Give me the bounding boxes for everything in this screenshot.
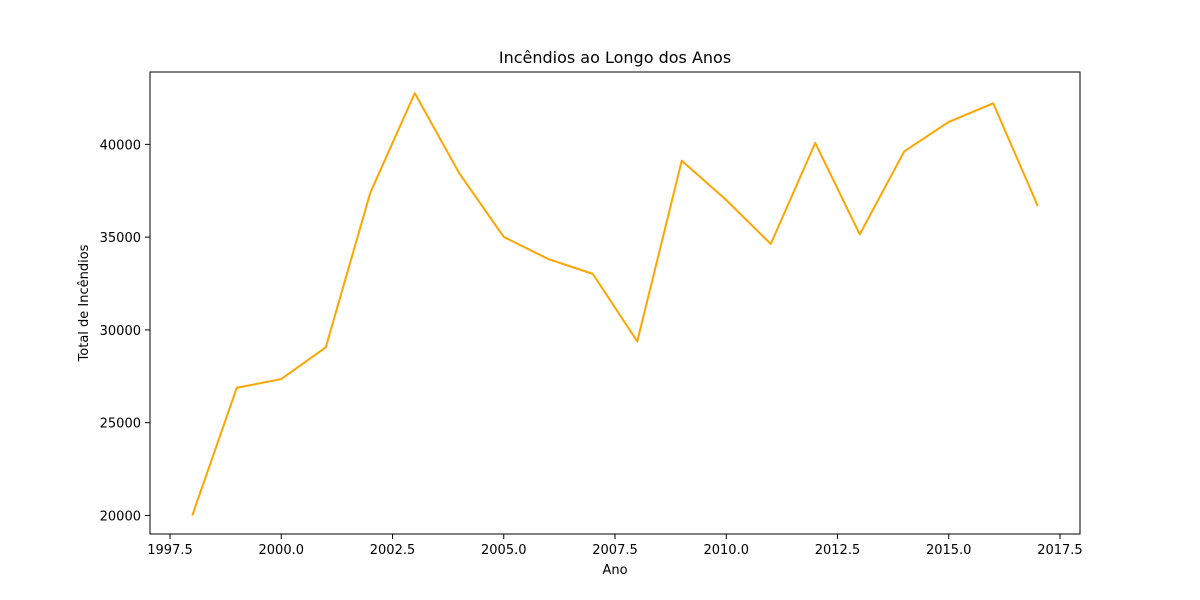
x-axis-title: Ano (602, 563, 627, 578)
x-tick-label: 2005.0 (481, 543, 527, 558)
x-tick-label: 2002.5 (370, 543, 416, 558)
x-tick-label: 2015.0 (926, 543, 972, 558)
x-tick-label: 2017.5 (1037, 543, 1083, 558)
y-tick-label: 35000 (100, 231, 141, 246)
y-tick-label: 30000 (100, 324, 141, 339)
y-tick-label: 25000 (100, 417, 141, 432)
chart-title: Incêndios ao Longo dos Anos (499, 48, 731, 67)
y-axis-title: Total de Incêndios (77, 244, 92, 362)
x-tick-label: 2000.0 (259, 543, 305, 558)
y-tick-label: 40000 (100, 138, 141, 153)
x-tick-label: 2012.5 (815, 543, 861, 558)
x-tick-label: 2007.5 (592, 543, 638, 558)
x-axis-ticks: 1997.5 2000.0 2002.5 2005.0 2007.5 2010.0 2012… (147, 534, 1083, 558)
x-tick-label: 1997.5 (147, 543, 193, 558)
y-tick-label: 20000 (100, 509, 141, 524)
series-line (191, 92, 1039, 516)
plot-area-frame (149, 71, 1081, 535)
y-axis-ticks: 20000 25000 30000 35000 40000 (100, 138, 150, 524)
series-layer (191, 92, 1039, 516)
x-tick-label: 2010.0 (703, 543, 749, 558)
